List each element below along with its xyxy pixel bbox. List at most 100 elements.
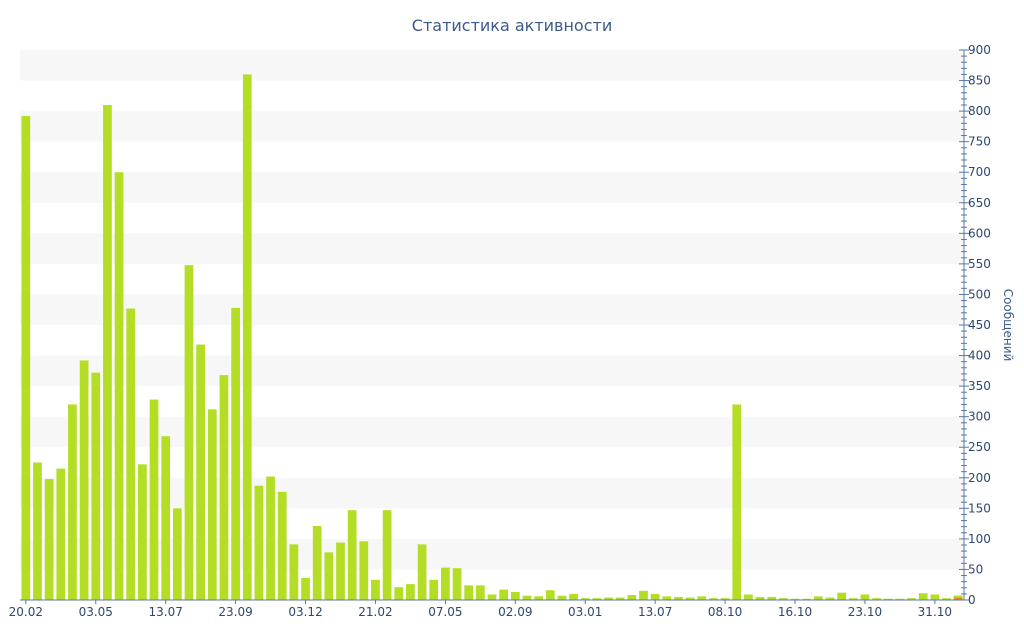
bars-group: [21, 74, 963, 601]
x-tick-label: 07.05: [428, 605, 462, 619]
bar[interactable]: [697, 596, 707, 600]
bar[interactable]: [930, 594, 940, 601]
bar[interactable]: [79, 360, 89, 600]
bar[interactable]: [487, 594, 497, 601]
bar[interactable]: [277, 491, 287, 600]
bar-highlight-cap: [953, 595, 963, 598]
bar[interactable]: [21, 116, 31, 600]
bar[interactable]: [639, 590, 648, 600]
bar[interactable]: [196, 344, 206, 600]
bar[interactable]: [522, 595, 532, 600]
y-tick-label: 450: [968, 318, 991, 332]
bar[interactable]: [813, 596, 823, 600]
grid-band: [20, 477, 964, 509]
bar[interactable]: [744, 594, 753, 601]
bar[interactable]: [429, 579, 439, 600]
y-tick-label: 0: [968, 593, 976, 607]
grid-band: [20, 50, 964, 81]
bar[interactable]: [44, 479, 54, 600]
y-tick-label: 50: [968, 562, 983, 576]
bar[interactable]: [848, 598, 858, 600]
bar[interactable]: [499, 589, 509, 600]
bar[interactable]: [464, 585, 474, 600]
bar[interactable]: [207, 409, 217, 600]
bar[interactable]: [767, 596, 777, 600]
x-tick-label: 31.10: [918, 605, 952, 619]
bar[interactable]: [452, 568, 462, 600]
y-tick-label: 800: [968, 104, 991, 118]
bar[interactable]: [604, 597, 613, 600]
bar[interactable]: [592, 598, 602, 600]
x-tick-label: 08.10: [708, 605, 742, 619]
bar[interactable]: [289, 544, 299, 600]
bar[interactable]: [347, 510, 357, 600]
bar[interactable]: [406, 584, 415, 600]
bar[interactable]: [56, 468, 66, 600]
bar[interactable]: [91, 372, 101, 600]
bar[interactable]: [907, 598, 916, 600]
bar[interactable]: [534, 596, 543, 600]
bar[interactable]: [685, 597, 695, 600]
bar[interactable]: [441, 567, 450, 600]
bar[interactable]: [872, 598, 881, 600]
bar[interactable]: [545, 590, 555, 600]
x-tick-label: 13.07: [148, 605, 182, 619]
bar[interactable]: [720, 598, 730, 600]
bar[interactable]: [114, 172, 124, 600]
bar[interactable]: [301, 578, 310, 600]
bar[interactable]: [475, 585, 485, 600]
bar[interactable]: [627, 595, 637, 600]
bar[interactable]: [883, 598, 893, 600]
bar[interactable]: [732, 404, 742, 600]
bar[interactable]: [895, 598, 905, 600]
x-tick-label: 23.10: [848, 605, 882, 619]
bar[interactable]: [336, 542, 345, 600]
bar[interactable]: [837, 592, 846, 600]
bar[interactable]: [371, 579, 380, 600]
bar[interactable]: [709, 598, 718, 600]
bar[interactable]: [918, 593, 928, 600]
grid-band: [20, 294, 964, 325]
bar[interactable]: [126, 308, 136, 601]
bar[interactable]: [580, 598, 590, 600]
grid-band: [20, 355, 964, 387]
bar[interactable]: [662, 596, 672, 600]
bar[interactable]: [802, 598, 812, 600]
bar[interactable]: [312, 526, 322, 600]
x-tick-label: 03.01: [568, 605, 602, 619]
bar[interactable]: [778, 598, 788, 600]
x-tick-label: 16.10: [778, 605, 812, 619]
bar[interactable]: [860, 594, 870, 601]
bar[interactable]: [382, 510, 392, 600]
bar[interactable]: [149, 399, 159, 600]
bar[interactable]: [172, 508, 182, 600]
bar[interactable]: [231, 307, 240, 600]
bar[interactable]: [674, 596, 683, 600]
bar[interactable]: [569, 593, 578, 600]
bar[interactable]: [33, 462, 42, 601]
bar[interactable]: [790, 598, 800, 600]
y-tick-label: 750: [968, 135, 991, 149]
bar[interactable]: [825, 597, 835, 600]
bar[interactable]: [615, 597, 625, 600]
bar[interactable]: [417, 544, 427, 600]
bar[interactable]: [242, 74, 252, 600]
bar[interactable]: [953, 595, 963, 600]
bar[interactable]: [254, 485, 264, 600]
bar[interactable]: [138, 464, 147, 600]
bar[interactable]: [755, 596, 765, 600]
bar[interactable]: [650, 593, 660, 600]
bar[interactable]: [510, 592, 520, 600]
bar[interactable]: [68, 404, 77, 600]
bar[interactable]: [942, 598, 951, 600]
bar[interactable]: [103, 105, 112, 600]
bar[interactable]: [557, 595, 567, 600]
bar[interactable]: [184, 265, 194, 600]
bar[interactable]: [359, 541, 369, 600]
bar[interactable]: [394, 587, 404, 600]
bar[interactable]: [161, 436, 171, 600]
y-axis: [20, 49, 969, 601]
bar[interactable]: [324, 552, 334, 600]
bar[interactable]: [219, 375, 229, 600]
bar[interactable]: [266, 476, 275, 600]
